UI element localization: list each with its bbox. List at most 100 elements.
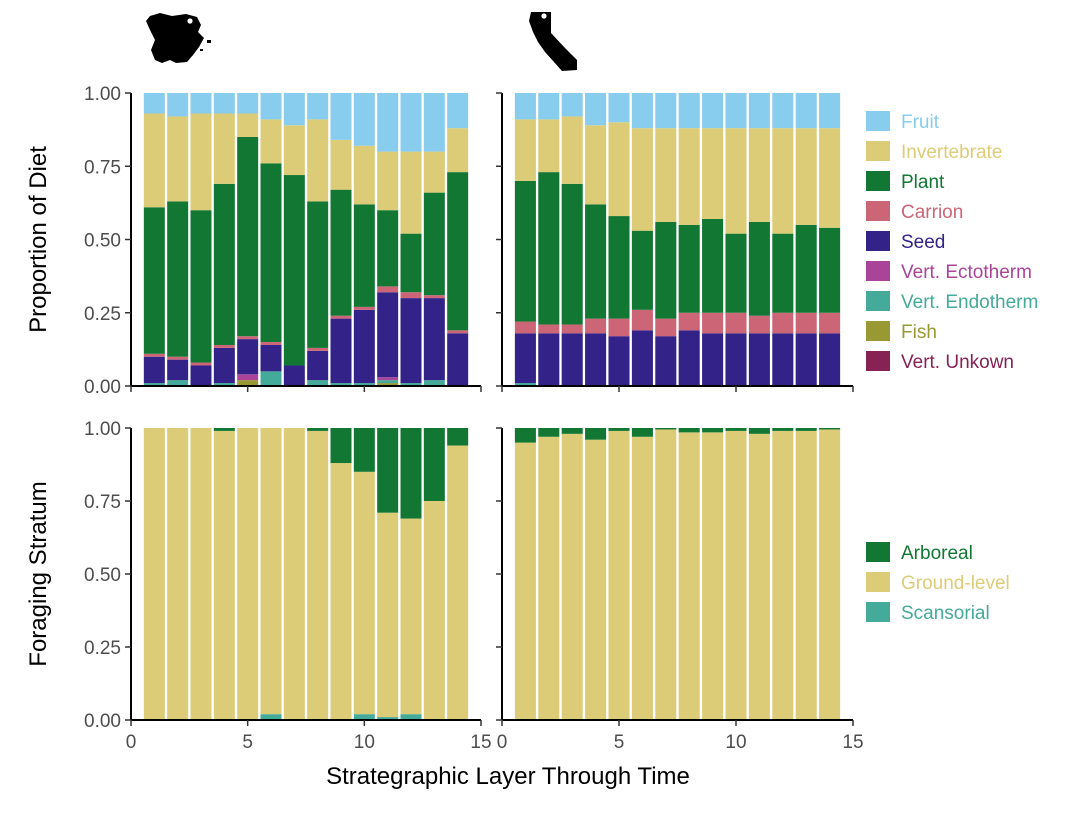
- bar-segment: [143, 207, 165, 354]
- bar-segment: [608, 430, 630, 720]
- bar-segment: [608, 122, 630, 217]
- legend-swatch: [866, 351, 890, 371]
- california-map-icon: [529, 12, 577, 71]
- legend-swatch: [866, 141, 890, 161]
- bar-segment: [561, 324, 583, 334]
- legend-swatch: [866, 201, 890, 221]
- bar-segment: [400, 298, 422, 384]
- bar-segment: [353, 145, 375, 205]
- bar-segment: [561, 433, 583, 720]
- bar-segment: [283, 175, 305, 366]
- x-tick-label: 0: [497, 732, 508, 753]
- bar-segment: [260, 119, 282, 164]
- bar-segment: [330, 383, 352, 386]
- bar-segment: [423, 295, 445, 299]
- bar-segment: [167, 201, 189, 357]
- bar-segment: [795, 333, 817, 386]
- bar-segment: [655, 93, 677, 129]
- bar-segment: [447, 172, 469, 331]
- bar-segment: [377, 383, 399, 386]
- bar-segment: [772, 333, 794, 386]
- bar-segment: [237, 136, 259, 337]
- bar-segment: [819, 227, 841, 313]
- bar-segment: [538, 119, 560, 173]
- bar-segment: [237, 93, 259, 114]
- bar-segment: [631, 330, 653, 386]
- bar-segment: [748, 93, 770, 129]
- legend-swatch: [866, 542, 890, 562]
- legend-label: Vert. Ectotherm: [901, 262, 1032, 283]
- bar-segment: [307, 119, 329, 202]
- bar-segment: [353, 383, 375, 386]
- bar-segment: [167, 359, 189, 381]
- bar-segment: [772, 428, 794, 431]
- bar-segment: [283, 125, 305, 176]
- bar-segment: [748, 433, 770, 720]
- bar-segment: [655, 318, 677, 337]
- bar-segment: [538, 436, 560, 720]
- x-tick-label: 15: [470, 732, 491, 753]
- bar-segment: [167, 116, 189, 202]
- bar-segment: [538, 333, 560, 386]
- bar-segment: [377, 428, 399, 513]
- bar-segment: [423, 428, 445, 501]
- legend-label: Carrion: [901, 202, 963, 223]
- legend-label: Seed: [901, 232, 945, 253]
- bar-segment: [561, 428, 583, 434]
- bar-segment: [447, 428, 469, 446]
- bar-segment: [514, 321, 536, 334]
- bar-segment: [585, 93, 607, 126]
- bar-segment: [400, 383, 422, 386]
- bar-segment: [608, 318, 630, 337]
- legend-diet: Fruit Invertebrate Plant Carrion Seed Vert. E…: [866, 111, 1038, 373]
- bar-segment: [678, 428, 700, 433]
- y-tick-label: 0.25: [84, 638, 121, 659]
- bar-segment: [795, 224, 817, 313]
- bar-segment: [447, 128, 469, 173]
- bar-segment: [748, 333, 770, 386]
- bar-segment: [260, 93, 282, 120]
- bar-segment: [678, 330, 700, 386]
- bar-segment: [514, 119, 536, 181]
- bar-segment: [538, 172, 560, 325]
- bar-segment: [237, 113, 259, 137]
- bar-segment: [655, 128, 677, 222]
- legend-label: Fruit: [901, 112, 940, 133]
- y-tick-label: 0.25: [84, 304, 121, 325]
- bar-segment: [702, 312, 724, 334]
- bar-segment: [143, 383, 165, 386]
- legend-label: Plant: [901, 172, 945, 193]
- bar-segment: [213, 428, 235, 431]
- x-tick-label: 0: [126, 732, 137, 753]
- bar-segment: [423, 192, 445, 296]
- bar-segment: [307, 380, 329, 386]
- panel-stratum-california: 0 5 10 15: [496, 427, 864, 753]
- bar-segment: [260, 714, 282, 720]
- bar-segment: [514, 428, 536, 443]
- bar-segment: [819, 428, 841, 430]
- bar-segment: [561, 93, 583, 117]
- bar-segment: [702, 128, 724, 219]
- bar-segment: [725, 128, 747, 234]
- bar-segment: [260, 342, 282, 345]
- bar-segment: [585, 439, 607, 720]
- legend-swatch: [866, 111, 890, 131]
- bar-segment: [819, 333, 841, 386]
- bar-segment: [307, 430, 329, 720]
- bar-segment: [167, 93, 189, 117]
- bar-segment: [748, 428, 770, 434]
- legend-swatch: [866, 171, 890, 191]
- bar-segment: [213, 347, 235, 384]
- bar-segment: [307, 201, 329, 348]
- bar-segment: [514, 180, 536, 322]
- bar-segment: [631, 128, 653, 231]
- bar-segment: [237, 374, 259, 381]
- bar-segment: [260, 371, 282, 386]
- bar-segment: [400, 518, 422, 715]
- bar-segment: [585, 125, 607, 205]
- bar-segment: [772, 312, 794, 334]
- bar-segment: [702, 93, 724, 129]
- y-tick-label: 0.00: [84, 377, 121, 398]
- x-tick-label: 5: [614, 732, 625, 753]
- bar-segment: [237, 380, 259, 386]
